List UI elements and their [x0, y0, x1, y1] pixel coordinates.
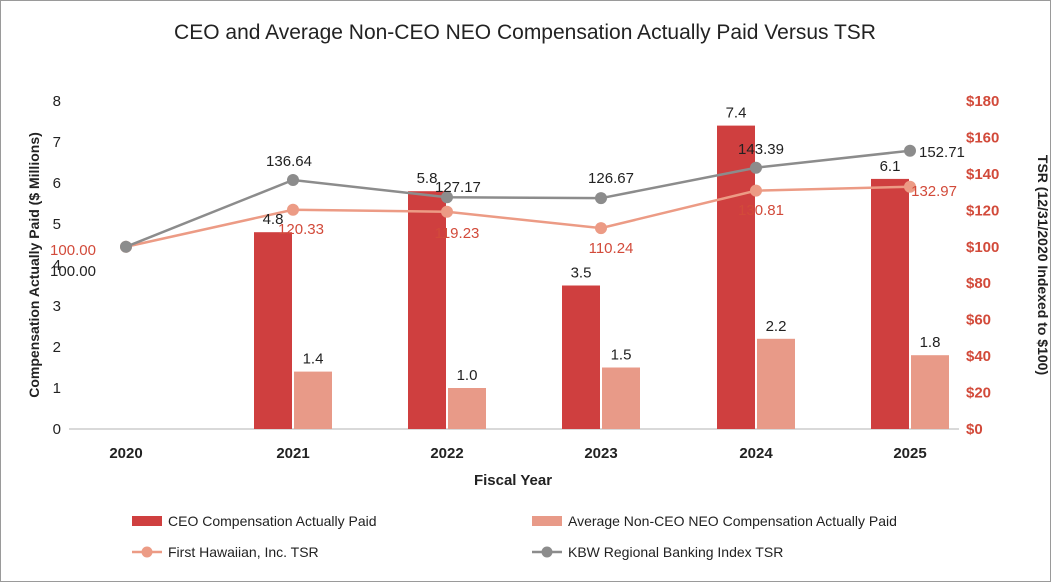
legend-fhb-label: First Hawaiian, Inc. TSR: [168, 544, 319, 560]
fhb-tsr-label: 132.97: [911, 183, 957, 200]
right-tick-label: $80: [966, 275, 991, 292]
fhb-tsr-point: [287, 203, 299, 216]
right-tick-label: $180: [966, 93, 999, 110]
legend-fhb-marker: [141, 546, 153, 558]
legend-kbw-label: KBW Regional Banking Index TSR: [568, 544, 783, 560]
chart-title: CEO and Average Non-CEO NEO Compensation…: [174, 21, 876, 44]
left-tick-label: 6: [53, 175, 61, 192]
ceo-bar: [562, 285, 600, 429]
neo-bar: [757, 338, 795, 429]
kbw-tsr-label: 136.64: [266, 153, 312, 170]
legend-neo-label: Average Non-CEO NEO Compensation Actuall…: [568, 513, 897, 529]
neo-bar-label: 1.8: [920, 334, 941, 351]
left-tick-label: 5: [53, 216, 61, 233]
right-tick-label: $140: [966, 166, 999, 183]
neo-bar: [294, 371, 332, 429]
kbw-tsr-point: [287, 174, 299, 187]
fhb-tsr-label: 120.33: [278, 221, 324, 238]
ceo-bar-label: 4.8: [263, 211, 284, 228]
neo-bar-label: 2.2: [766, 318, 787, 335]
ceo-bar-label: 5.8: [417, 170, 438, 187]
left-tick-label: 2: [53, 339, 61, 356]
kbw-tsr-label: 143.39: [738, 141, 784, 158]
x-tick-label: 2024: [739, 445, 773, 462]
right-tick-label: $40: [966, 348, 991, 365]
legend-ceo-swatch: [132, 516, 162, 526]
neo-bar-label: 1.4: [303, 351, 324, 368]
ceo-bar: [254, 232, 292, 429]
left-tick-label: 8: [53, 93, 61, 110]
legend-kbw-marker: [541, 546, 553, 558]
left-tick-label: 1: [53, 380, 61, 397]
left-tick-label: 7: [53, 134, 61, 151]
legend: CEO Compensation Actually Paid Average No…: [132, 513, 897, 560]
bars-layer: [254, 125, 949, 429]
fhb-tsr-point: [595, 222, 607, 235]
fhb-tsr-label: 110.24: [589, 240, 634, 257]
left-tick-label: 4: [53, 257, 61, 274]
right-tick-label: $60: [966, 312, 991, 329]
kbw-tsr-label: 100.00: [50, 263, 96, 280]
right-tick-label: $120: [966, 202, 999, 219]
kbw-tsr-point: [904, 144, 916, 157]
kbw-tsr-point: [441, 191, 453, 204]
fhb-tsr-point: [904, 180, 916, 193]
neo-bar-label: 1.0: [457, 367, 478, 384]
neo-bar: [602, 367, 640, 429]
ceo-bar-label: 6.1: [880, 158, 901, 175]
data-labels-layer: 4.8 5.8 3.5 7.4 6.1 1.4 1.0 1.5 2.2 1.8 100.00 120.…: [50, 105, 965, 384]
ceo-bar: [717, 125, 755, 429]
neo-bar-label: 1.5: [611, 347, 632, 364]
x-axis-ticks: 2020 2021 2022 2023 2024 2025: [109, 445, 926, 462]
x-tick-label: 2023: [584, 445, 617, 462]
neo-bar: [911, 355, 949, 429]
ceo-bar: [408, 191, 446, 429]
x-tick-label: 2025: [893, 445, 926, 462]
legend-ceo-label: CEO Compensation Actually Paid: [168, 513, 377, 529]
left-tick-label: 0: [53, 421, 61, 438]
right-axis-title: TSR (12/31/2020 Indexed to $100): [1035, 155, 1050, 375]
neo-bar: [448, 388, 486, 429]
left-tick-label: 3: [53, 298, 61, 315]
kbw-tsr-point: [595, 192, 607, 205]
lines-layer: [120, 144, 916, 253]
fhb-tsr-label: 100.00: [50, 242, 96, 259]
x-tick-label: 2021: [276, 445, 309, 462]
kbw-tsr-point: [120, 240, 132, 253]
fhb-tsr-line: [125, 185, 911, 248]
x-tick-label: 2022: [430, 445, 463, 462]
ceo-bar-label: 7.4: [726, 105, 747, 122]
right-tick-label: $100: [966, 239, 999, 256]
right-tick-label: $0: [966, 421, 983, 438]
kbw-tsr-point: [750, 161, 762, 174]
right-tick-label: $160: [966, 129, 999, 146]
left-axis-ticks: 0 1 2 3 4 5 6 7 8: [53, 93, 61, 438]
x-axis-title: Fiscal Year: [474, 472, 552, 489]
legend-neo-swatch: [532, 516, 562, 526]
right-axis-ticks: $0 $20 $40 $60 $80 $100 $120 $140 $160 $180: [966, 93, 999, 438]
kbw-tsr-label: 127.17: [435, 179, 481, 196]
ceo-bar: [871, 178, 909, 429]
left-axis-title: Compensation Actually Paid ($ Millions): [26, 132, 42, 398]
fhb-tsr-point: [441, 205, 453, 218]
right-tick-label: $20: [966, 385, 991, 402]
kbw-tsr-label: 126.67: [588, 170, 634, 187]
fhb-tsr-label: 130.81: [738, 202, 784, 219]
fhb-tsr-label: 119.23: [435, 225, 480, 242]
kbw-tsr-line: [125, 149, 911, 248]
kbw-tsr-label: 152.71: [919, 144, 965, 161]
fhb-tsr-point: [750, 184, 762, 197]
x-tick-label: 2020: [109, 445, 142, 462]
ceo-bar-label: 3.5: [571, 265, 592, 282]
